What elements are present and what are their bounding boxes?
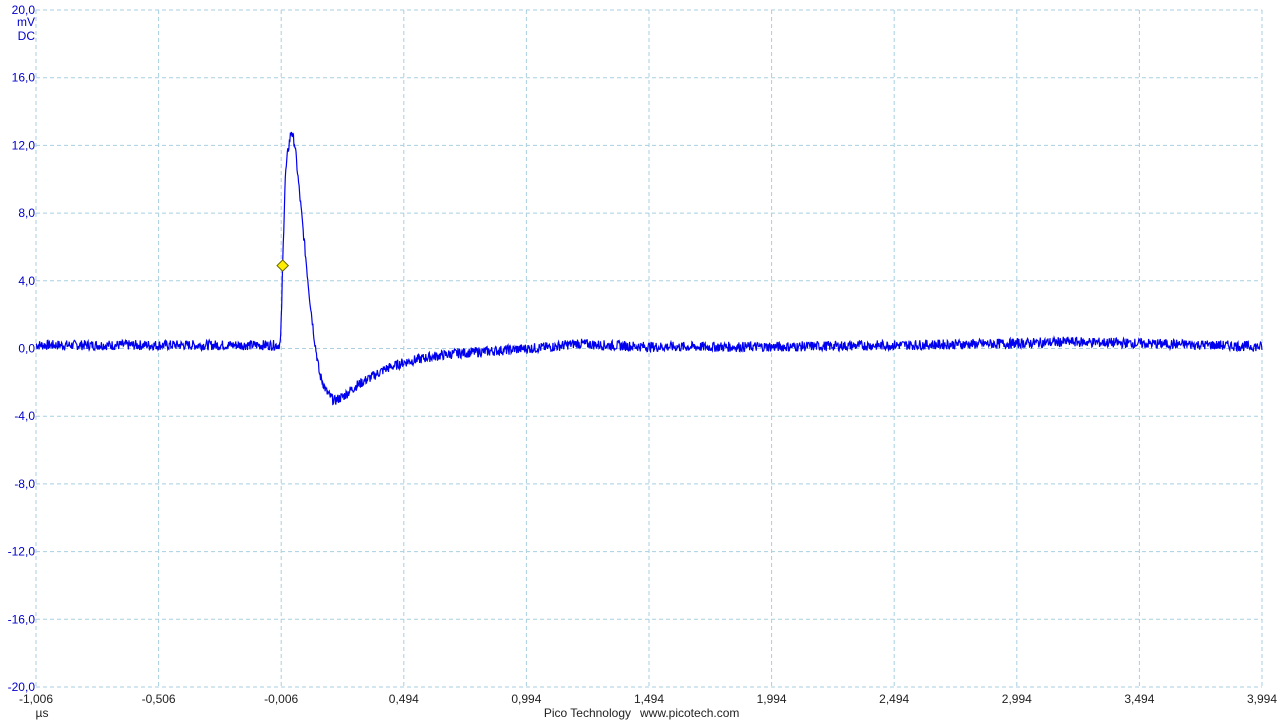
y-tick-label: -12,0 xyxy=(8,545,36,559)
x-tick-label: -0,006 xyxy=(264,692,298,706)
y-tick-label: 12,0 xyxy=(12,138,36,152)
x-tick-label: 2,494 xyxy=(879,692,909,706)
x-axis-ticks: -1,006 -0,506 -0,006 0,494 0,994 1,494 1,994 2,… xyxy=(19,692,1277,706)
y-axis-ticks: 20,0 16,0 12,0 8,0 4,0 0,0 -4,0 -8,0 -12,0 -16,0 -… xyxy=(8,3,36,694)
y-tick-label: 16,0 xyxy=(12,71,36,85)
y-axis-unit: mV xyxy=(17,15,35,29)
footer-url: www.picotech.com xyxy=(639,706,739,720)
x-tick-label: 2,994 xyxy=(1002,692,1032,706)
x-tick-label: 3,494 xyxy=(1124,692,1154,706)
x-tick-label: 1,994 xyxy=(757,692,787,706)
y-tick-label: -16,0 xyxy=(8,612,36,626)
x-tick-label: -1,006 xyxy=(19,692,53,706)
footer-brand: Pico Technology xyxy=(544,706,631,720)
x-axis-unit: µs xyxy=(36,706,49,720)
x-tick-label: 1,494 xyxy=(634,692,664,706)
y-tick-label: 4,0 xyxy=(18,274,35,288)
y-tick-label: 8,0 xyxy=(18,206,35,220)
x-tick-label: 3,994 xyxy=(1247,692,1277,706)
y-axis-coupling: DC xyxy=(18,29,36,43)
y-tick-label: 20,0 xyxy=(12,3,36,17)
x-tick-label: 0,494 xyxy=(389,692,419,706)
x-tick-label: -0,506 xyxy=(142,692,176,706)
y-tick-label: -4,0 xyxy=(14,409,35,423)
y-tick-label: -20,0 xyxy=(8,680,36,694)
signal-trace xyxy=(35,131,1263,406)
x-tick-label: 0,994 xyxy=(511,692,541,706)
y-tick-label: -8,0 xyxy=(14,477,35,491)
y-tick-label: 0,0 xyxy=(18,342,35,356)
trigger-marker[interactable] xyxy=(276,259,290,272)
